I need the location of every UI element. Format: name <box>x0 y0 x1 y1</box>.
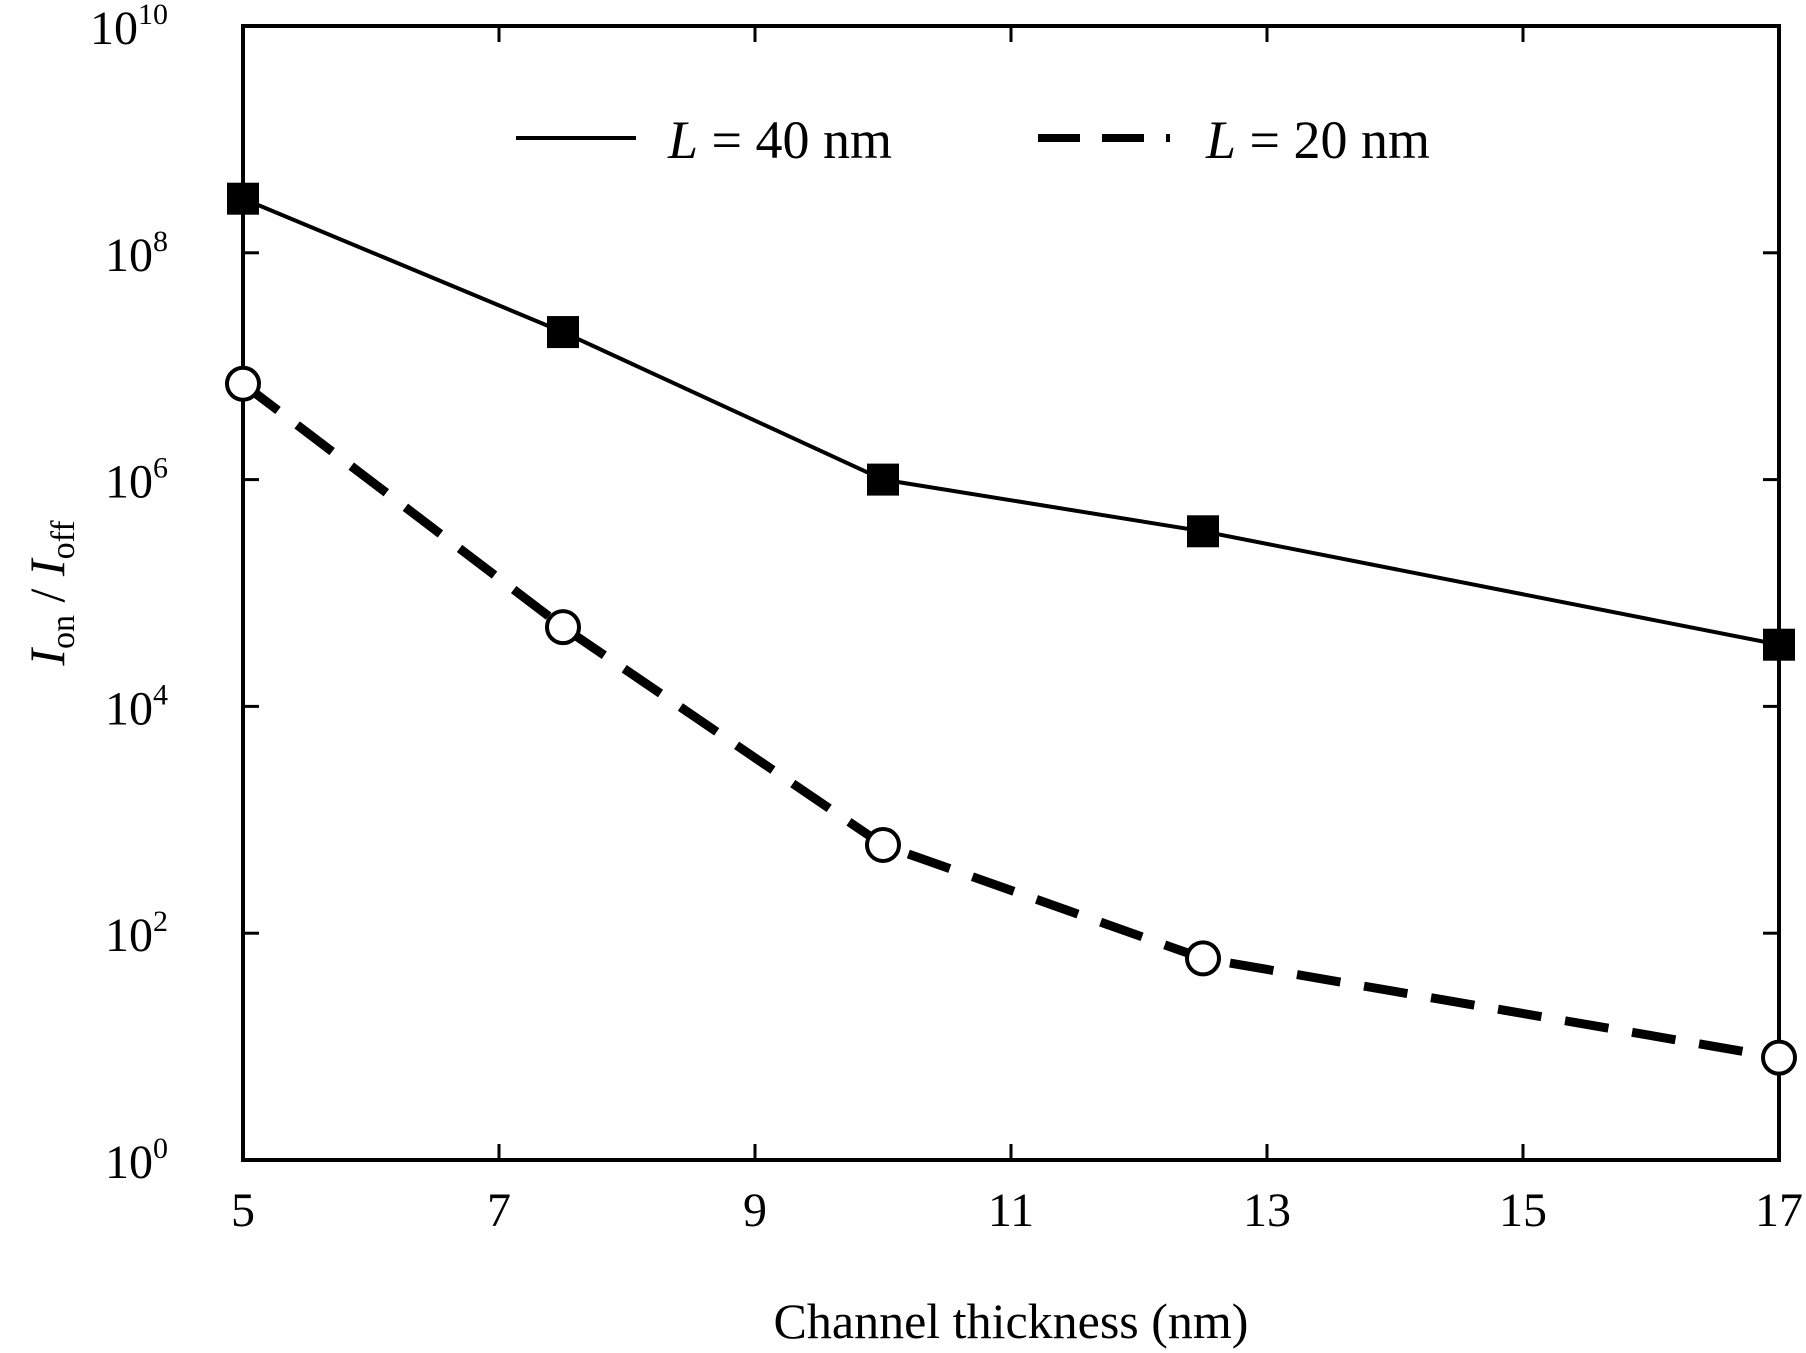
x-tick-label: 15 <box>1499 1184 1547 1237</box>
y-tick-label: 108 <box>105 225 168 282</box>
x-tick-label: 7 <box>487 1184 511 1237</box>
y-title-sep: / <box>19 576 75 615</box>
legend: L = 40 nm L = 20 nm <box>516 110 1430 170</box>
series-2-point <box>225 365 261 402</box>
x-tick-label: 9 <box>743 1184 767 1237</box>
y-title-sub2: off <box>45 520 82 560</box>
series-1-point <box>547 316 579 349</box>
y-tick-base: 10 <box>105 456 153 509</box>
y-tick-label: 100 <box>105 1132 168 1189</box>
y-tick-exponent: 0 <box>153 1132 168 1165</box>
y-tick-base: 10 <box>105 909 153 962</box>
axis-ticks <box>241 24 1781 1162</box>
series-2-point <box>545 609 581 646</box>
y-title-var2: I <box>19 557 75 577</box>
y-title-sub1: on <box>45 615 82 649</box>
y-tick-exponent: 10 <box>138 0 168 31</box>
x-tick-labels: 5 7 9 11 13 15 17 <box>231 1184 1803 1237</box>
y-tick-exponent: 6 <box>153 452 168 485</box>
y-tick-exponent: 4 <box>153 678 168 711</box>
y-tick-base: 10 <box>105 1136 153 1189</box>
y-title-var1: I <box>19 647 75 667</box>
x-tick-label: 13 <box>1243 1184 1291 1237</box>
series-2-point <box>1185 940 1221 977</box>
x-tick-label: 5 <box>231 1184 255 1237</box>
y-tick-base: 10 <box>90 2 138 55</box>
series-layer <box>225 182 1797 1076</box>
series-1-point <box>227 182 259 215</box>
y-tick-exponent: 8 <box>153 225 168 258</box>
x-axis-title: Channel thickness (nm) <box>774 1293 1249 1349</box>
y-tick-exponent: 2 <box>153 905 168 938</box>
series-1-line <box>242 196 1780 647</box>
legend-label-series-1: L = 40 nm <box>667 110 892 170</box>
y-tick-base: 10 <box>105 682 153 735</box>
y-tick-label: 1010 <box>90 0 168 55</box>
series-1-point <box>867 463 899 496</box>
y-axis-title: Ion / Ioff <box>19 520 82 667</box>
series-1-point <box>1187 515 1219 548</box>
y-tick-base: 10 <box>105 229 153 282</box>
y-tick-label: 104 <box>105 678 168 735</box>
plot-frame <box>241 24 1781 1162</box>
legend-label-series-2: L = 20 nm <box>1205 110 1430 170</box>
series-1-point <box>1763 628 1795 661</box>
y-tick-label: 102 <box>105 905 168 962</box>
x-tick-label: 11 <box>988 1184 1034 1237</box>
series-2-line <box>240 380 1780 1063</box>
series-2-point <box>865 826 901 863</box>
series-2-point <box>1761 1039 1797 1076</box>
x-tick-label: 17 <box>1755 1184 1803 1237</box>
y-tick-label: 106 <box>105 452 168 509</box>
